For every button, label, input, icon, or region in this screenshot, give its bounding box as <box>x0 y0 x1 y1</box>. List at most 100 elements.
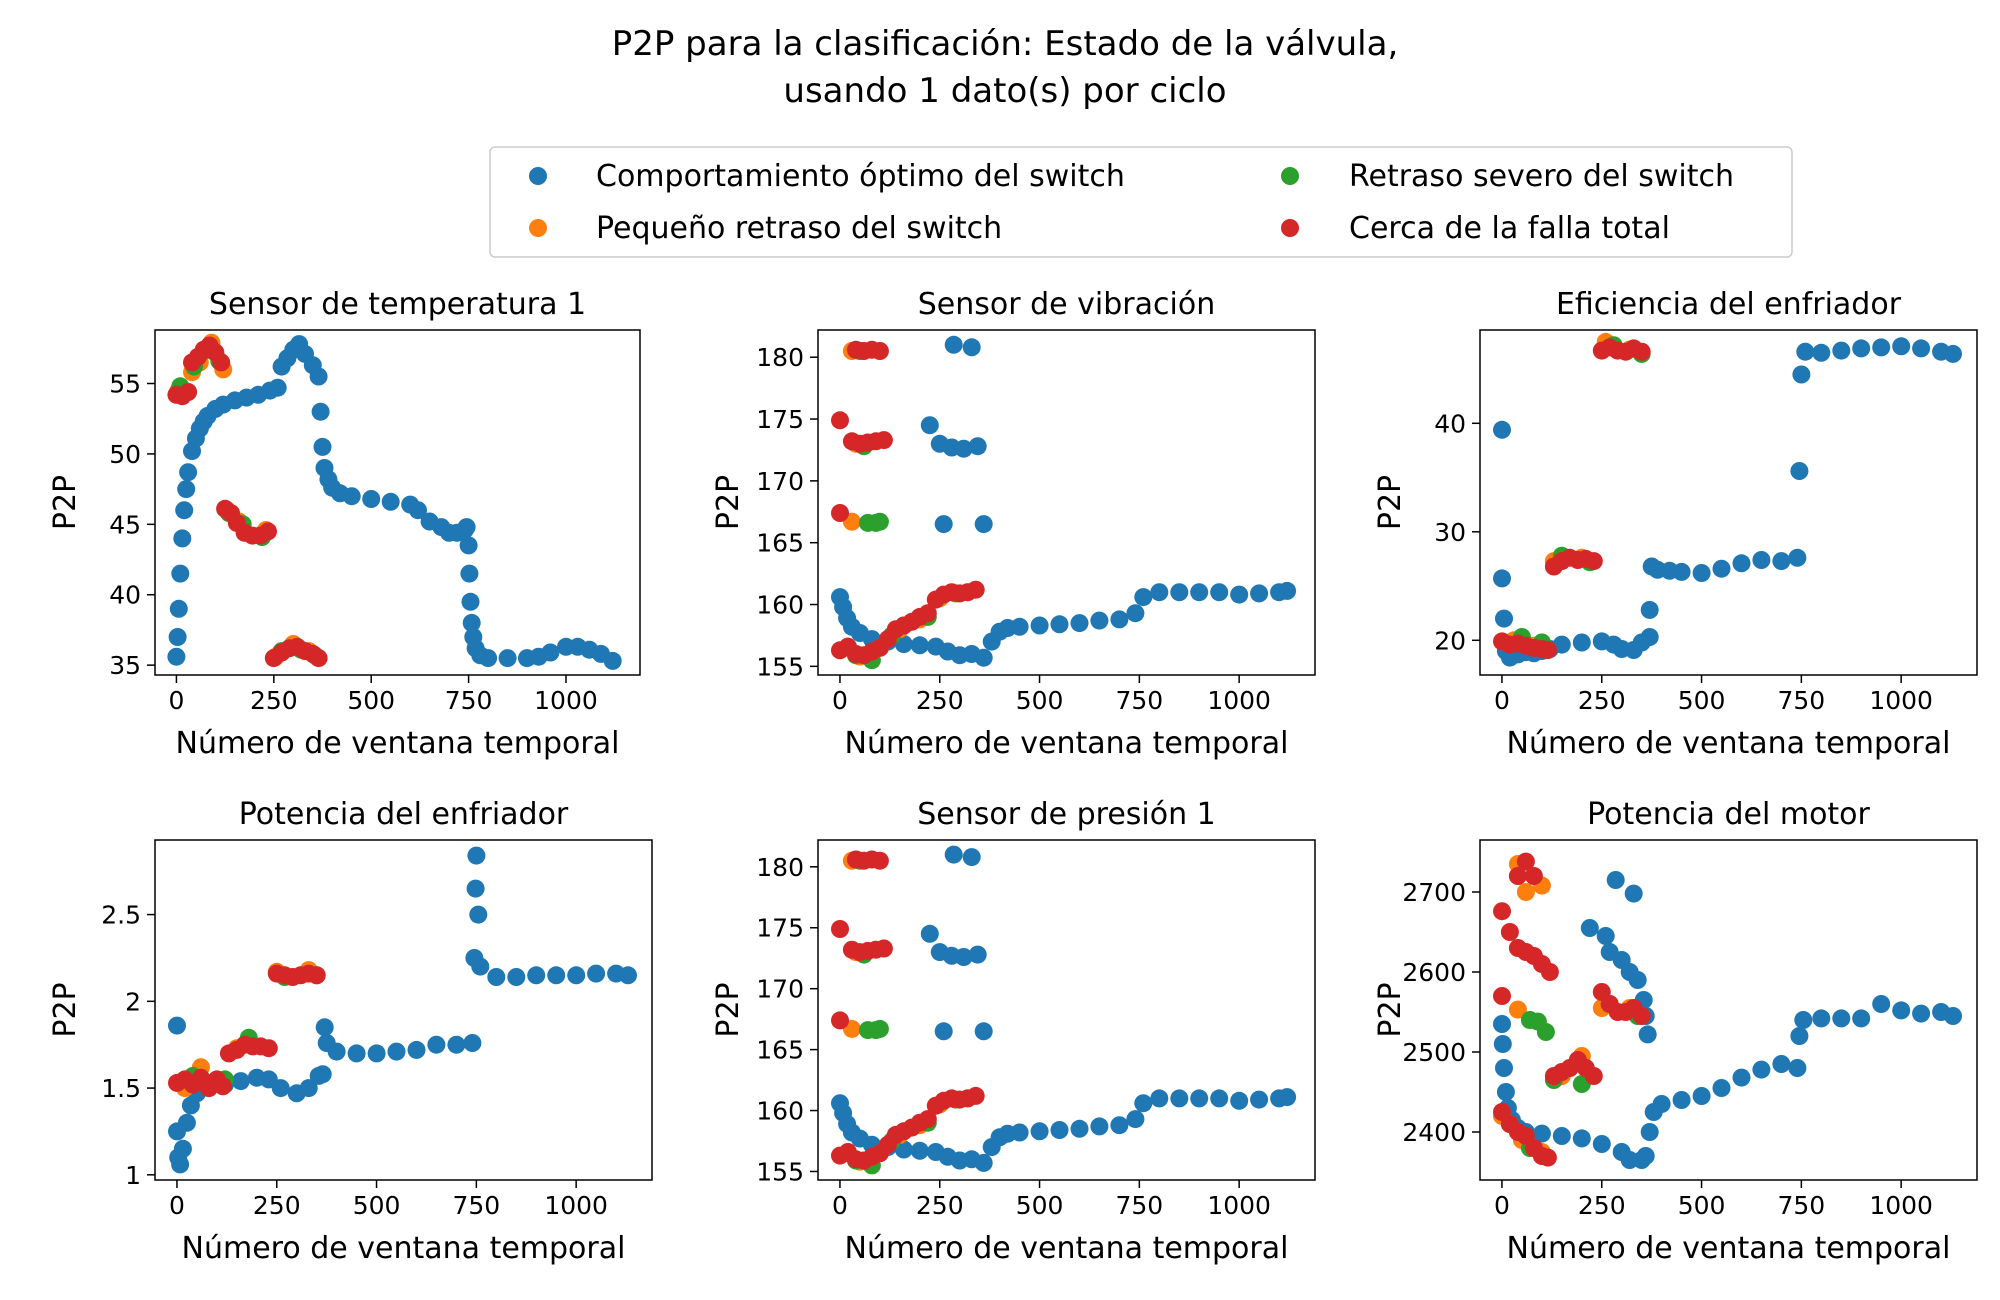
data-point <box>177 1113 196 1132</box>
data-point <box>173 529 192 548</box>
data-point <box>179 383 198 401</box>
subplot-title: Eficiencia del enfriador <box>1556 287 1902 322</box>
subplot: Potencia del motor 0 250 500 750 1000 2400 2500… <box>1373 797 1978 1266</box>
x-tick-label: 500 <box>1016 686 1064 715</box>
series-points <box>831 340 985 665</box>
data-point <box>1210 583 1229 602</box>
data-point <box>1606 871 1625 889</box>
x-tick-label: 750 <box>1777 686 1825 715</box>
axes-frame <box>817 839 1316 1181</box>
data-point <box>179 463 198 482</box>
plot-area <box>168 846 637 1174</box>
data-point <box>874 431 893 450</box>
data-point <box>1070 1119 1089 1138</box>
data-point <box>1796 342 1815 361</box>
data-point <box>177 480 196 499</box>
data-point <box>1872 995 1891 1013</box>
y-axis-label: P2P <box>1373 982 1408 1037</box>
series-points <box>831 335 1297 667</box>
data-point <box>1110 610 1129 629</box>
x-tick-label: 1000 <box>1207 686 1271 715</box>
data-point <box>471 957 490 976</box>
data-point <box>171 1155 190 1174</box>
data-point <box>1230 585 1249 604</box>
y-tick-label: 50 <box>109 440 141 469</box>
data-point <box>1278 581 1297 600</box>
data-point <box>968 945 987 964</box>
series-points <box>1493 852 1651 1167</box>
legend-label: Pequeño retraso del switch <box>596 211 1002 246</box>
data-point <box>299 1079 318 1098</box>
data-point <box>1584 1067 1603 1085</box>
data-point <box>1794 1011 1813 1029</box>
data-point <box>1640 1123 1659 1141</box>
data-point <box>1516 852 1535 871</box>
y-axis-label: P2P <box>1373 475 1408 530</box>
data-point <box>1652 1095 1671 1113</box>
data-point <box>167 647 186 666</box>
data-point <box>1596 927 1615 945</box>
plot-area <box>1493 852 1962 1169</box>
data-point <box>1912 1004 1931 1023</box>
x-tick-label: 0 <box>169 1191 185 1220</box>
data-point <box>1278 1088 1297 1107</box>
data-point <box>460 564 479 583</box>
figure-title-line1: P2P para la clasificación: Estado de la … <box>612 24 1399 64</box>
series-points <box>831 850 985 1170</box>
subplot-title: Potencia del enfriador <box>239 797 569 832</box>
data-point <box>309 367 328 386</box>
x-tick-label: 750 <box>1115 1191 1163 1220</box>
data-point <box>259 522 277 541</box>
data-point <box>1580 919 1599 937</box>
y-axis-label: P2P <box>48 475 83 530</box>
data-point <box>1812 343 1831 362</box>
data-point <box>1632 1007 1651 1025</box>
data-point <box>974 515 993 534</box>
y-tick-label: 165 <box>756 529 804 558</box>
y-tick-label: 2700 <box>1402 878 1466 907</box>
legend-label: Retraso severo del switch <box>1349 159 1734 194</box>
data-point <box>387 1042 406 1061</box>
data-point <box>1772 1055 1791 1073</box>
data-point <box>954 948 973 966</box>
data-point <box>1508 867 1527 885</box>
y-tick-label: 155 <box>756 652 804 681</box>
data-point <box>962 848 981 867</box>
y-tick-label: 170 <box>756 975 804 1004</box>
series-points <box>167 336 328 668</box>
data-point <box>1134 1094 1153 1113</box>
data-point <box>311 402 330 421</box>
data-point <box>1532 1124 1551 1143</box>
data-point <box>407 1040 426 1059</box>
data-point <box>259 1039 278 1058</box>
x-tick-label: 0 <box>1494 1191 1510 1220</box>
data-point <box>1190 583 1209 602</box>
data-point <box>168 1016 186 1035</box>
data-point <box>1495 609 1513 628</box>
data-point <box>168 628 187 646</box>
data-point <box>1496 1083 1515 1101</box>
data-point <box>1150 583 1169 602</box>
data-point <box>1134 588 1153 607</box>
data-point <box>1540 963 1559 981</box>
y-tick-label: 1.5 <box>101 1074 141 1103</box>
legend-label: Cerca de la falla total <box>1349 211 1670 246</box>
data-point <box>1090 611 1109 630</box>
subplot: Eficiencia del enfriador 0 250 500 750 1000 20… <box>1373 287 1978 761</box>
data-point <box>487 968 506 986</box>
x-tick-label: 750 <box>452 1191 500 1220</box>
data-point <box>831 1011 849 1030</box>
x-tick-label: 500 <box>353 1191 401 1220</box>
data-point <box>1170 1089 1189 1108</box>
y-axis-label: P2P <box>711 475 746 530</box>
subplot-grid: Sensor de temperatura 10 250 500 750 1000354… <box>48 287 1978 1266</box>
data-point <box>1210 1089 1229 1108</box>
x-tick-label: 250 <box>916 1191 964 1220</box>
y-tick-label: 45 <box>109 510 141 539</box>
data-point <box>1493 569 1511 588</box>
subplot: Sensor de temperatura 1 0 250 500 750 1000 35 4… <box>48 287 641 761</box>
x-tick-label: 0 <box>832 686 848 715</box>
data-point <box>1692 564 1711 582</box>
data-point <box>1170 583 1189 602</box>
